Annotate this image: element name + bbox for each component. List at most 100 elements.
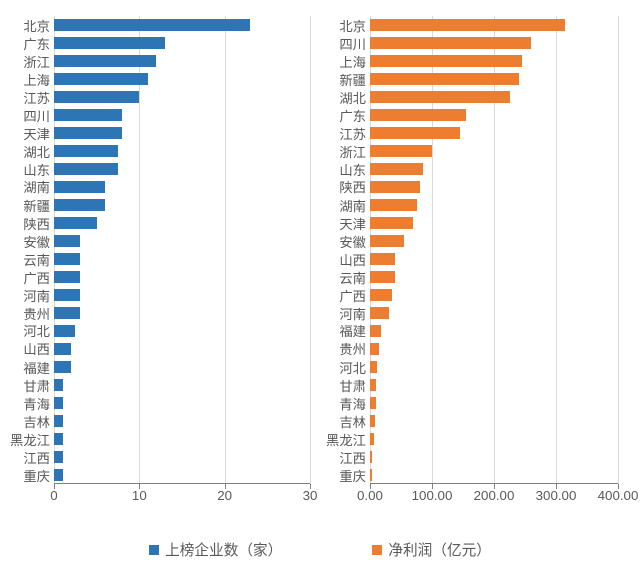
category-label: 重庆 bbox=[339, 466, 370, 485]
category-label: 山东 bbox=[23, 160, 54, 179]
bar bbox=[54, 451, 63, 464]
category-label: 黑龙江 bbox=[10, 430, 54, 449]
bar-row: 安徽 bbox=[370, 232, 618, 250]
bar-row: 江西 bbox=[54, 448, 310, 466]
bar bbox=[54, 55, 156, 68]
bar-row: 浙江 bbox=[370, 142, 618, 160]
category-label: 吉林 bbox=[339, 412, 370, 431]
bar bbox=[54, 163, 118, 176]
bar-row: 四川 bbox=[54, 106, 310, 124]
category-label: 贵州 bbox=[339, 339, 370, 358]
bar-row: 广东 bbox=[370, 106, 618, 124]
bar bbox=[370, 271, 395, 284]
dual-bar-chart: 0102030北京广东浙江上海江苏四川天津湖北山东湖南新疆陕西安徽云南广西河南贵… bbox=[0, 0, 640, 566]
x-tick-label: 0 bbox=[50, 488, 57, 503]
category-label: 河北 bbox=[339, 358, 370, 377]
category-label: 安徽 bbox=[339, 232, 370, 251]
bar bbox=[54, 307, 80, 320]
bar bbox=[54, 127, 122, 140]
bar-row: 山东 bbox=[370, 160, 618, 178]
category-label: 上海 bbox=[339, 52, 370, 71]
bar bbox=[370, 253, 395, 266]
bar-row: 陕西 bbox=[54, 214, 310, 232]
gridline bbox=[618, 16, 619, 484]
bar bbox=[370, 433, 374, 446]
category-label: 云南 bbox=[23, 250, 54, 269]
bar-row: 安徽 bbox=[54, 232, 310, 250]
category-label: 湖南 bbox=[23, 177, 54, 196]
legend-swatch-left bbox=[149, 545, 159, 555]
legend-item-left: 上榜企业数（家） bbox=[149, 539, 282, 560]
bar bbox=[370, 73, 519, 86]
category-label: 天津 bbox=[23, 124, 54, 143]
bar-row: 青海 bbox=[54, 394, 310, 412]
category-label: 青海 bbox=[23, 394, 54, 413]
category-label: 贵州 bbox=[23, 304, 54, 323]
bar-row: 广西 bbox=[54, 268, 310, 286]
category-label: 广东 bbox=[339, 106, 370, 125]
legend-label-right: 净利润（亿元） bbox=[388, 539, 491, 560]
bar bbox=[54, 397, 63, 410]
bar-row: 四川 bbox=[370, 34, 618, 52]
category-label: 湖北 bbox=[339, 88, 370, 107]
bar bbox=[54, 415, 63, 428]
bar-row: 新疆 bbox=[54, 196, 310, 214]
bar bbox=[370, 415, 375, 428]
category-label: 山西 bbox=[339, 250, 370, 269]
bar-row: 江苏 bbox=[54, 88, 310, 106]
bar-row: 北京 bbox=[370, 16, 618, 34]
bar bbox=[370, 451, 372, 464]
legend-label-left: 上榜企业数（家） bbox=[165, 539, 282, 560]
bar-row: 湖北 bbox=[370, 88, 618, 106]
category-label: 广西 bbox=[23, 268, 54, 287]
category-label: 湖南 bbox=[339, 196, 370, 215]
bar-row: 天津 bbox=[370, 214, 618, 232]
bar-row: 上海 bbox=[370, 52, 618, 70]
bar bbox=[370, 91, 510, 104]
bar bbox=[54, 145, 118, 158]
legend: 上榜企业数（家） 净利润（亿元） bbox=[0, 539, 640, 560]
bar bbox=[54, 271, 80, 284]
bar-row: 黑龙江 bbox=[54, 430, 310, 448]
x-tick-label: 200.00 bbox=[474, 488, 515, 503]
bar bbox=[370, 235, 404, 248]
bar-row: 上海 bbox=[54, 70, 310, 88]
category-label: 广西 bbox=[339, 286, 370, 305]
bar-row: 湖北 bbox=[54, 142, 310, 160]
bar-row: 新疆 bbox=[370, 70, 618, 88]
bar bbox=[54, 91, 139, 104]
bar bbox=[54, 37, 165, 50]
x-tick-label: 20 bbox=[217, 488, 232, 503]
bar-row: 甘肃 bbox=[54, 376, 310, 394]
category-label: 广东 bbox=[23, 34, 54, 53]
category-label: 福建 bbox=[23, 358, 54, 377]
bar bbox=[54, 235, 80, 248]
bar-row: 陕西 bbox=[370, 178, 618, 196]
category-label: 福建 bbox=[339, 321, 370, 340]
bar-row: 河南 bbox=[54, 286, 310, 304]
bar-row: 河北 bbox=[54, 322, 310, 340]
x-tick-label: 100.00 bbox=[412, 488, 453, 503]
category-label: 新疆 bbox=[23, 196, 54, 215]
category-label: 河南 bbox=[23, 286, 54, 305]
bar bbox=[370, 307, 389, 320]
bar bbox=[370, 37, 531, 50]
bar bbox=[54, 19, 250, 32]
category-label: 浙江 bbox=[23, 52, 54, 71]
bar bbox=[370, 181, 420, 194]
bar bbox=[370, 289, 392, 302]
bar bbox=[370, 325, 381, 338]
bar-row: 天津 bbox=[54, 124, 310, 142]
category-label: 北京 bbox=[23, 16, 54, 35]
x-tick-label: 400.00 bbox=[598, 488, 639, 503]
bar-row: 山东 bbox=[54, 160, 310, 178]
category-label: 山东 bbox=[339, 160, 370, 179]
bar-row: 甘肃 bbox=[370, 376, 618, 394]
category-label: 安徽 bbox=[23, 232, 54, 251]
category-label: 山西 bbox=[23, 339, 54, 358]
category-label: 四川 bbox=[23, 106, 54, 125]
bar-row: 云南 bbox=[54, 250, 310, 268]
bar-row: 吉林 bbox=[54, 412, 310, 430]
panels: 0102030北京广东浙江上海江苏四川天津湖北山东湖南新疆陕西安徽云南广西河南贵… bbox=[10, 10, 626, 510]
category-label: 甘肃 bbox=[339, 376, 370, 395]
